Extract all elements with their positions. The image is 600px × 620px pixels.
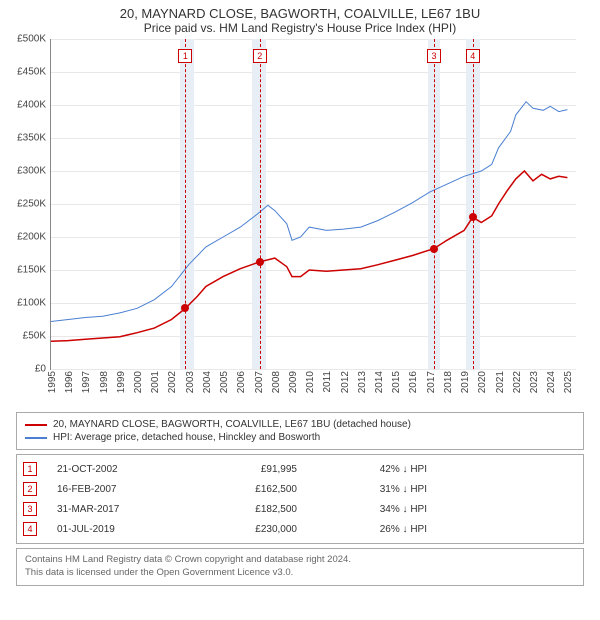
sale-dot — [469, 213, 477, 221]
legend: 20, MAYNARD CLOSE, BAGWORTH, COALVILLE, … — [16, 412, 584, 450]
x-tick-label: 2025 — [563, 371, 574, 411]
sales-row: 4 01-JUL-2019 £230,000 26% ↓ HPI — [23, 519, 577, 539]
y-tick-label: £100K — [1, 298, 46, 309]
x-tick-label: 2006 — [236, 371, 247, 411]
sales-row: 2 16-FEB-2007 £162,500 31% ↓ HPI — [23, 479, 577, 499]
y-tick-label: £350K — [1, 133, 46, 144]
x-tick-label: 2017 — [426, 371, 437, 411]
x-tick-label: 2019 — [460, 371, 471, 411]
y-tick-label: £300K — [1, 166, 46, 177]
x-tick-label: 2007 — [254, 371, 265, 411]
x-tick-label: 1997 — [81, 371, 92, 411]
y-tick-label: £200K — [1, 232, 46, 243]
sales-table: 1 21-OCT-2002 £91,995 42% ↓ HPI 2 16-FEB-2007… — [16, 454, 584, 544]
sales-row-diff: 34% ↓ HPI — [307, 504, 427, 515]
sale-dot — [430, 245, 438, 253]
x-tick-label: 2016 — [408, 371, 419, 411]
sale-dot — [181, 304, 189, 312]
legend-item-hpi: HPI: Average price, detached house, Hinc… — [25, 431, 575, 444]
sales-row-diff: 26% ↓ HPI — [307, 524, 427, 535]
sales-row-price: £91,995 — [197, 464, 297, 475]
chart-title: 20, MAYNARD CLOSE, BAGWORTH, COALVILLE, … — [0, 0, 600, 21]
x-tick-label: 2009 — [288, 371, 299, 411]
x-tick-label: 2024 — [546, 371, 557, 411]
x-tick-label: 2003 — [185, 371, 196, 411]
sales-row-date: 01-JUL-2019 — [57, 524, 187, 535]
x-tick-label: 2001 — [150, 371, 161, 411]
sale-marker-number: 2 — [253, 49, 267, 63]
x-tick-label: 2023 — [529, 371, 540, 411]
x-tick-label: 2021 — [495, 371, 506, 411]
sales-row-diff: 31% ↓ HPI — [307, 484, 427, 495]
x-tick-label: 1998 — [99, 371, 110, 411]
x-tick-label: 2002 — [167, 371, 178, 411]
x-tick-label: 2004 — [202, 371, 213, 411]
sale-dot — [256, 258, 264, 266]
sale-marker-line — [185, 39, 186, 369]
y-tick-label: £500K — [1, 34, 46, 45]
y-tick-label: £450K — [1, 67, 46, 78]
y-tick-label: £150K — [1, 265, 46, 276]
x-tick-label: 2012 — [340, 371, 351, 411]
sale-marker-line — [260, 39, 261, 369]
series-subject — [51, 171, 567, 341]
footnote-line1: Contains HM Land Registry data © Crown c… — [25, 554, 575, 567]
sales-row-date: 31-MAR-2017 — [57, 504, 187, 515]
legend-swatch-subject — [25, 424, 47, 426]
x-tick-label: 2014 — [374, 371, 385, 411]
sales-row: 3 31-MAR-2017 £182,500 34% ↓ HPI — [23, 499, 577, 519]
sale-marker-number: 4 — [466, 49, 480, 63]
chart-svg — [51, 39, 576, 369]
x-tick-label: 2022 — [512, 371, 523, 411]
sales-row-price: £182,500 — [197, 504, 297, 515]
x-tick-label: 2013 — [357, 371, 368, 411]
y-tick-label: £50K — [1, 331, 46, 342]
sales-row: 1 21-OCT-2002 £91,995 42% ↓ HPI — [23, 459, 577, 479]
footnote-line2: This data is licensed under the Open Gov… — [25, 567, 575, 580]
sales-row-diff: 42% ↓ HPI — [307, 464, 427, 475]
x-tick-label: 2020 — [477, 371, 488, 411]
sales-row-date: 16-FEB-2007 — [57, 484, 187, 495]
sales-row-number: 1 — [23, 462, 37, 476]
x-tick-label: 1996 — [64, 371, 75, 411]
sale-marker-number: 1 — [178, 49, 192, 63]
sale-marker-line — [473, 39, 474, 369]
legend-swatch-hpi — [25, 437, 47, 439]
sales-row-number: 4 — [23, 522, 37, 536]
x-tick-label: 1999 — [116, 371, 127, 411]
legend-item-subject: 20, MAYNARD CLOSE, BAGWORTH, COALVILLE, … — [25, 418, 575, 431]
x-tick-label: 2000 — [133, 371, 144, 411]
chart-subtitle: Price paid vs. HM Land Registry's House … — [0, 21, 600, 39]
sale-marker-number: 3 — [427, 49, 441, 63]
sales-row-number: 2 — [23, 482, 37, 496]
chart-plot-area: £0£50K£100K£150K£200K£250K£300K£350K£400… — [50, 39, 576, 370]
x-tick-label: 2015 — [391, 371, 402, 411]
gridline — [51, 369, 576, 370]
footnote: Contains HM Land Registry data © Crown c… — [16, 548, 584, 586]
x-tick-label: 2018 — [443, 371, 454, 411]
legend-label-subject: 20, MAYNARD CLOSE, BAGWORTH, COALVILLE, … — [53, 419, 411, 430]
y-tick-label: £250K — [1, 199, 46, 210]
sales-row-number: 3 — [23, 502, 37, 516]
x-tick-label: 2011 — [322, 371, 333, 411]
series-hpi — [51, 102, 567, 322]
x-tick-label: 2008 — [271, 371, 282, 411]
x-tick-label: 2010 — [305, 371, 316, 411]
y-tick-label: £0 — [1, 364, 46, 375]
sales-row-price: £162,500 — [197, 484, 297, 495]
sales-row-price: £230,000 — [197, 524, 297, 535]
legend-label-hpi: HPI: Average price, detached house, Hinc… — [53, 432, 320, 443]
sale-marker-line — [434, 39, 435, 369]
x-tick-label: 2005 — [219, 371, 230, 411]
sales-row-date: 21-OCT-2002 — [57, 464, 187, 475]
y-tick-label: £400K — [1, 100, 46, 111]
x-tick-label: 1995 — [47, 371, 58, 411]
